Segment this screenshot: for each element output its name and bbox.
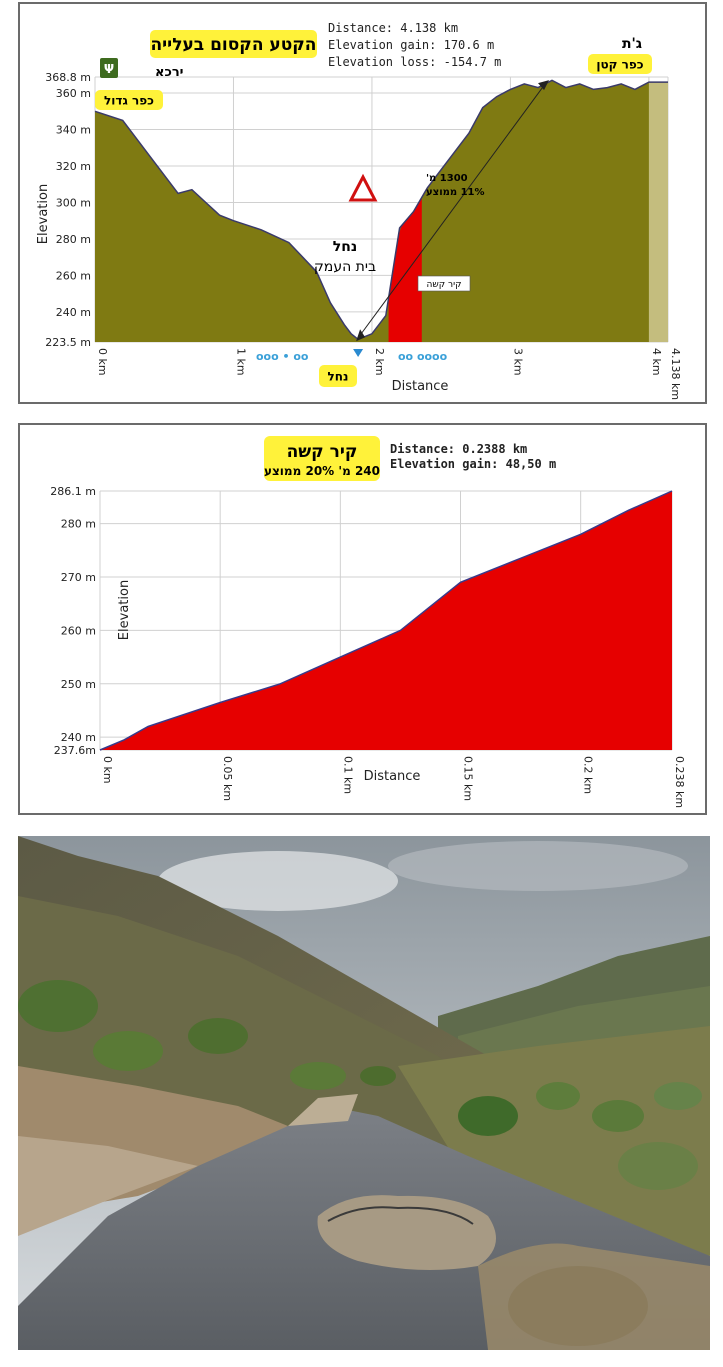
- stat-line-0: Distance: 0.2388 km: [390, 442, 527, 456]
- elevation-line: [94, 79, 668, 341]
- annotation-nahal-bottom-bg: [319, 365, 357, 387]
- annotation-kfar-katan-bg: [588, 54, 652, 74]
- x-tick-label-0: 0 km: [96, 348, 109, 376]
- warning-triangle-icon: [348, 173, 378, 202]
- stat-line-0: Distance: 4.138 km: [328, 21, 458, 35]
- x-tick-label-0: 0 km: [101, 756, 114, 784]
- elevation-chart-full: 223.5 m 240 m 260 m 280 m 300 m 320 m 340 m 360…: [36, 21, 682, 400]
- y-tick-label-8: 368.8 m: [45, 71, 91, 84]
- annotation-kfar-katan: כפר קטן: [596, 57, 643, 71]
- elevation-profile-steep-panel: 237.6m 240 m 250 m 260 m 270 m 280 m 286.1 m 0 …: [18, 423, 707, 815]
- chart1-title: הקטע הקסום בעלייה: [151, 35, 317, 55]
- elevation-line: [99, 490, 673, 751]
- steep-segment-area: [388, 197, 422, 342]
- annotation-11pct: 11% ממוצע: [426, 187, 485, 198]
- y-tick-label-7: 360 m: [56, 87, 91, 100]
- x-tick-label-1: 1 km: [234, 348, 247, 376]
- y-tick-label-3: 260 m: [61, 624, 96, 637]
- y-tick-label-6: 286.1 m: [50, 485, 96, 498]
- chart2-subtitle: 240 מ' 20% ממוצע: [264, 464, 380, 478]
- x-tick-label-4: 4 km: [650, 348, 663, 376]
- route-markers-left: ooo • oo: [256, 350, 309, 363]
- y-axis-label: Elevation: [36, 184, 51, 244]
- x-tick-label-1: 0.05 km: [221, 756, 234, 801]
- y-tick-label-6: 340 m: [56, 124, 91, 137]
- annotation-nahal: נחל: [333, 239, 357, 255]
- elevation-area: [100, 491, 672, 750]
- y-axis-label: Elevation: [117, 580, 132, 640]
- x-axis-label: Distance: [364, 769, 421, 784]
- y-tick-label-4: 270 m: [61, 571, 96, 584]
- y-tick-label-1: 240 m: [61, 731, 96, 744]
- y-tick-label-4: 300 m: [56, 196, 91, 209]
- kir-kashe-box: [417, 275, 471, 292]
- y-tick-label-0: 237.6m: [54, 744, 96, 757]
- y-tick-label-0: 223.5 m: [45, 336, 91, 349]
- chart1-title-bg: [150, 30, 317, 58]
- x-tick-label-3: 3 km: [511, 348, 524, 376]
- elevation-profile-full-panel: 223.5 m 240 m 260 m 280 m 300 m 320 m 340 m 360…: [18, 2, 707, 404]
- elevation-area: [95, 80, 668, 343]
- fork-icon-glyph: Ψ: [104, 62, 114, 76]
- x-tick-label-4: 0.2 km: [582, 756, 595, 794]
- arrow-head-high: [538, 80, 550, 91]
- y-tick-label-2: 250 m: [61, 678, 96, 691]
- arrow-head-low: [356, 329, 366, 342]
- chart2-title-bg: [264, 436, 380, 481]
- stat-line-1: Elevation gain: 48,50 m: [390, 457, 556, 471]
- x-tick-label-5: 0.238 km: [673, 756, 686, 808]
- route-markers-right: oo oooo: [398, 350, 448, 363]
- x-tick-label-5: 4.138 km: [669, 348, 682, 400]
- annotation-kfar-gadol: כפר גדול: [104, 93, 154, 107]
- annotation-yirka: ירכא: [155, 65, 183, 80]
- low-point-marker-icon: [353, 349, 364, 357]
- road-landscape-photo: [18, 836, 710, 1350]
- y-tick-label-1: 240 m: [56, 306, 91, 319]
- x-axis-label: Distance: [392, 379, 449, 394]
- annotation-jatt: ג'ת: [622, 36, 642, 52]
- annotation-beit-haemek: בית העמק: [314, 259, 376, 275]
- annotation-nahal-bottom: נחל: [328, 369, 349, 383]
- annotation-1300m: 1300 מ': [426, 173, 468, 184]
- annotation-kfar-gadol-bg: [95, 90, 163, 110]
- stat-line-2: Elevation loss: -154.7 m: [328, 55, 501, 69]
- distance-arrow: [359, 83, 546, 336]
- x-tick-label-2: 0.1 km: [341, 756, 354, 794]
- x-tick-label-3: 0.15 km: [462, 756, 475, 801]
- end-band: [648, 82, 668, 342]
- x-tick-label-2: 2 km: [373, 348, 386, 376]
- stat-line-1: Elevation gain: 170.6 m: [328, 38, 494, 52]
- y-tick-label-3: 280 m: [56, 233, 91, 246]
- chart2-title: קיר קשה: [287, 442, 358, 462]
- road-photo-illustration: [18, 836, 710, 1350]
- y-tick-label-5: 280 m: [61, 518, 96, 531]
- y-tick-label-5: 320 m: [56, 160, 91, 173]
- annotation-kir-kashe: קיר קשה: [427, 280, 462, 290]
- y-tick-label-2: 260 m: [56, 269, 91, 282]
- fork-icon: [100, 58, 118, 78]
